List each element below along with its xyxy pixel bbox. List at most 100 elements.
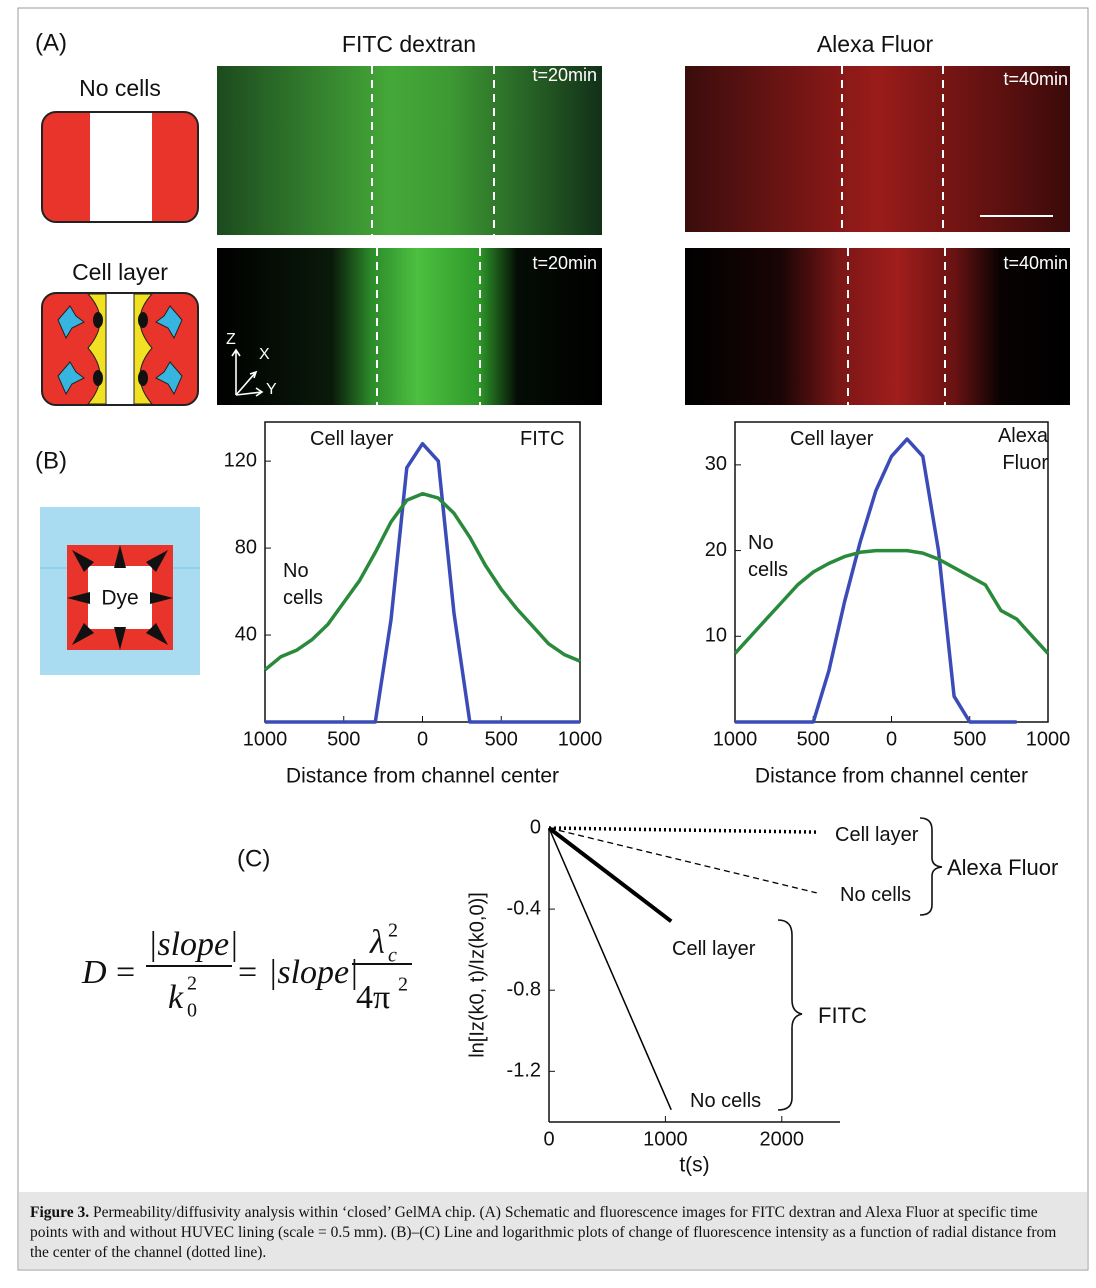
y-tick-label: 40 <box>235 623 257 645</box>
series-label: No cells <box>748 532 789 581</box>
axis-glyph: Y <box>266 381 277 398</box>
annotation-box: FITC <box>520 428 565 450</box>
timestamp: t=20min <box>532 65 597 85</box>
caption-label: Figure 3. <box>30 1204 90 1221</box>
eq-denominator: k <box>168 979 184 1016</box>
eq-term: |slope| <box>268 954 358 991</box>
row-label: No cells <box>79 75 161 101</box>
series-label: Cell layer <box>672 938 756 960</box>
x-tick-label: 0 <box>417 728 428 750</box>
axis-glyph: Z <box>226 331 236 348</box>
timestamp: t=20min <box>532 253 597 273</box>
x-tick-label: 0 <box>886 728 897 750</box>
x-tick-label: 0 <box>543 1128 554 1150</box>
eq-superscript: 2 <box>398 974 408 996</box>
fluorescence-image <box>217 66 602 235</box>
panel-label: (B) <box>35 447 67 474</box>
eq-superscript: 2 <box>388 920 398 942</box>
y-tick-label: -0.4 <box>507 897 541 919</box>
x-tick-label: 500 <box>797 728 830 750</box>
frame <box>17 7 1089 1271</box>
y-tick-label: 80 <box>235 536 257 558</box>
timestamp: t=40min <box>1003 253 1068 273</box>
series-label: No cells <box>690 1090 762 1112</box>
x-tick-label: 1000 <box>243 728 288 750</box>
dye-label: Dye <box>101 587 138 610</box>
bracket <box>777 919 803 1111</box>
x-tick-label: 1000 <box>1026 728 1071 750</box>
data-line <box>263 491 581 672</box>
x-axis-label: Distance from channel center <box>286 765 559 788</box>
eq-denominator: 4π <box>356 979 390 1016</box>
series-label-box: No cells <box>748 532 789 581</box>
series-label-box: Cell layer <box>672 938 756 960</box>
column-header: FITC dextran <box>342 31 476 57</box>
data-line <box>548 826 817 834</box>
y-tick-label: 10 <box>705 625 727 647</box>
x-axis-label: t(s) <box>679 1154 709 1177</box>
eq-lhs: D <box>81 954 107 991</box>
series-label-box: No cells <box>283 560 324 609</box>
series-label: Cell layer <box>790 428 874 450</box>
annotation-box: Alexa Fluor <box>997 425 1048 474</box>
schematic-channel <box>90 113 152 221</box>
data-line <box>548 827 817 894</box>
annotation-box: FITC <box>818 1003 867 1028</box>
x-axis-label: Distance from channel center <box>755 765 1028 788</box>
annotation: FITC <box>818 1003 867 1028</box>
x-tick-label: 1000 <box>558 728 603 750</box>
eq-numerator: λ <box>369 924 385 961</box>
y-tick-label: 30 <box>705 453 727 475</box>
y-tick-label: 120 <box>224 449 257 471</box>
y-tick-label: 0 <box>530 816 541 838</box>
series-label-box: Cell layer <box>835 824 918 846</box>
caption-bg <box>19 1192 1087 1269</box>
data-line <box>735 437 1017 724</box>
eq-subscript: 0 <box>187 1000 197 1022</box>
fluorescence-image <box>217 248 602 405</box>
x-tick-label: 1000 <box>713 728 758 750</box>
eq-subscript: c <box>388 945 397 967</box>
bracket <box>919 817 943 916</box>
y-tick-label: 20 <box>705 539 727 561</box>
x-tick-label: 500 <box>953 728 986 750</box>
column-header: Alexa Fluor <box>817 31 934 57</box>
annotation-box: Alexa Fluor <box>947 855 1059 880</box>
row-label: Cell layer <box>72 259 168 285</box>
channel-edges <box>371 66 946 405</box>
x-tick-label: 500 <box>485 728 518 750</box>
data-line <box>265 441 580 724</box>
series-label: Cell layer <box>310 428 394 450</box>
x-tick-label: 500 <box>327 728 360 750</box>
series-label-box: No cells <box>840 884 912 906</box>
axis-glyph: X <box>259 346 270 363</box>
series-label: No cells <box>283 560 324 609</box>
series-label-box: Cell layer <box>310 428 394 450</box>
eq-superscript: 2 <box>187 973 197 995</box>
annotation: Alexa Fluor <box>997 425 1048 474</box>
panel-label: (C) <box>237 845 270 872</box>
x-tick-label: 2000 <box>760 1128 805 1150</box>
data-line <box>548 827 672 1111</box>
schematic-cells <box>41 292 199 406</box>
annotation: Alexa Fluor <box>947 855 1059 880</box>
axes-glyph-arrows <box>231 348 264 397</box>
series-label-box: No cells <box>690 1090 762 1112</box>
dye-schematic <box>40 507 200 675</box>
caption: Figure 3. Permeability/diffusivity analy… <box>30 1203 1075 1263</box>
equation: D = |slope| k 0 2 = |slope| λ c 2 4π 2 <box>81 920 412 1022</box>
data-line <box>547 826 673 923</box>
fluorescence-image <box>685 66 1070 232</box>
series-label-box: Cell layer <box>790 428 874 450</box>
y-tick-label: -1.2 <box>507 1060 541 1082</box>
y-axis-label: ln[Iz(k0, t)/Iz(k0,0)] <box>466 892 488 1058</box>
caption-text: Permeability/diffusivity analysis within… <box>30 1204 1057 1262</box>
y-tick-label: -0.8 <box>507 978 541 1000</box>
series-label: No cells <box>840 884 912 906</box>
annotation: FITC <box>520 428 565 450</box>
timestamp: t=40min <box>1003 69 1068 89</box>
data-line <box>733 548 1050 655</box>
eq-sign: = <box>116 954 135 991</box>
